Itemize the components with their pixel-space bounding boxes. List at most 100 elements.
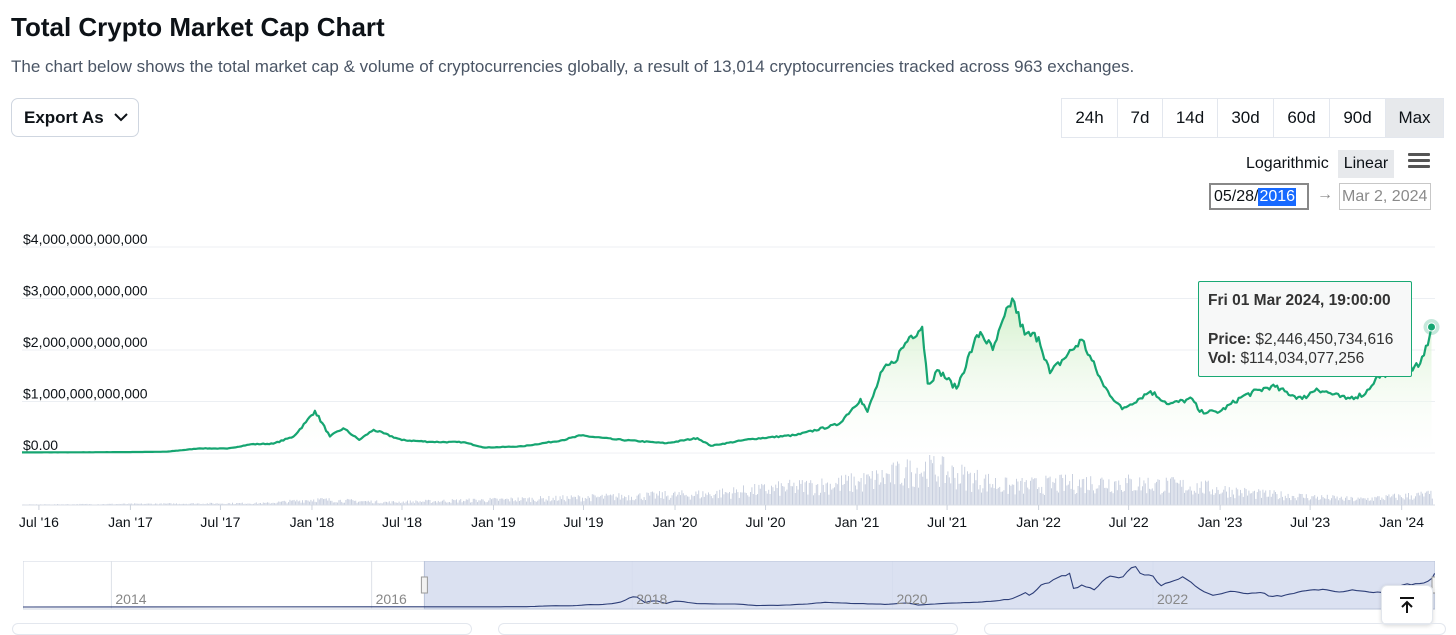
date-to-input[interactable]: Mar 2, 2024	[1339, 183, 1431, 210]
range-7d-button[interactable]: 7d	[1117, 99, 1162, 137]
volume-bar	[688, 497, 689, 505]
volume-bar	[1194, 491, 1195, 505]
volume-bar	[1229, 487, 1230, 505]
volume-bar	[548, 496, 549, 505]
range-60d-button[interactable]: 60d	[1273, 99, 1329, 137]
volume-bar	[494, 498, 495, 505]
volume-bar	[931, 460, 932, 505]
volume-bar	[1009, 485, 1010, 505]
export-as-button[interactable]: Export As	[11, 98, 139, 137]
volume-bar	[1380, 500, 1381, 505]
volume-bar	[824, 492, 825, 505]
volume-bar	[1394, 494, 1395, 505]
range-90d-button[interactable]: 90d	[1329, 99, 1385, 137]
volume-bar	[665, 491, 666, 505]
volume-bar	[1096, 489, 1097, 505]
volume-bar	[1219, 494, 1220, 505]
volume-bar	[569, 499, 570, 505]
scale-logarithmic-button[interactable]: Logarithmic	[1240, 150, 1335, 178]
volume-bar	[1059, 475, 1060, 505]
volume-bar	[1388, 494, 1389, 505]
tooltip-date: Fri 01 Mar 2024, 19:00:00	[1208, 292, 1402, 310]
volume-bar	[781, 483, 782, 505]
volume-bar	[476, 500, 477, 505]
scale-linear-button[interactable]: Linear	[1338, 150, 1394, 178]
navigator-selection[interactable]	[424, 561, 1435, 609]
volume-bar	[1393, 495, 1394, 506]
volume-bar	[735, 493, 736, 505]
volume-bar	[623, 498, 624, 505]
volume-bar	[803, 492, 804, 505]
volume-bar	[746, 493, 747, 505]
volume-bar	[1423, 497, 1424, 506]
range-30d-button[interactable]: 30d	[1217, 99, 1273, 137]
volume-bar	[1233, 495, 1234, 506]
volume-bar	[737, 492, 738, 505]
x-tick-label: Jan '23	[1198, 514, 1243, 530]
volume-bar	[532, 498, 533, 505]
volume-bar	[1237, 489, 1238, 505]
volume-bar	[1262, 490, 1263, 505]
volume-bar	[1386, 495, 1387, 505]
volume-bar	[625, 497, 626, 505]
volume-bar	[1419, 495, 1420, 505]
volume-bar	[1367, 498, 1368, 505]
hamburger-menu-icon[interactable]	[1408, 153, 1430, 171]
volume-bar	[894, 484, 895, 505]
volume-bar	[331, 501, 332, 505]
volume-bar	[1163, 492, 1164, 505]
volume-bar	[1013, 485, 1014, 505]
volume-bar	[1334, 496, 1335, 505]
volume-bar	[1362, 498, 1363, 505]
volume-bar	[694, 496, 695, 505]
volume-bar	[884, 484, 885, 505]
volume-bar	[1250, 494, 1251, 506]
volume-bar	[291, 501, 292, 505]
volume-bar	[1360, 497, 1361, 505]
volume-bar	[1369, 501, 1370, 505]
range-14d-button[interactable]: 14d	[1162, 99, 1217, 137]
volume-bar	[1223, 490, 1224, 505]
volume-bar	[1097, 488, 1098, 505]
scroll-to-top-button[interactable]	[1381, 585, 1433, 625]
volume-bar	[1199, 488, 1200, 505]
volume-bar	[637, 496, 638, 505]
navigator-left-handle[interactable]	[421, 577, 427, 593]
volume-bar	[1325, 499, 1326, 505]
volume-bar	[912, 487, 913, 506]
market-cap-chart[interactable]: $0.00$1,000,000,000,000$2,000,000,000,00…	[0, 220, 1456, 540]
volume-bar	[579, 496, 580, 505]
x-tick-label: Jul '20	[746, 514, 786, 530]
volume-bar	[515, 500, 516, 505]
volume-bar	[994, 488, 995, 505]
volume-bar	[1279, 498, 1280, 505]
volume-bar	[541, 498, 542, 505]
volume-bar	[366, 502, 367, 506]
volume-bar	[785, 491, 786, 505]
volume-bar	[1416, 493, 1417, 505]
volume-bar	[618, 493, 619, 505]
volume-bar	[1184, 493, 1185, 505]
bottom-cards	[0, 623, 1456, 629]
volume-bar	[743, 485, 744, 505]
volume-bar	[520, 500, 521, 505]
volume-bar	[568, 499, 569, 505]
volume-bar	[686, 495, 687, 505]
date-from-input[interactable]: 05/28/2016	[1209, 183, 1309, 210]
volume-bar	[704, 497, 705, 505]
volume-bar	[456, 499, 457, 505]
volume-bar	[492, 498, 493, 505]
volume-bar	[1192, 495, 1193, 506]
volume-bar	[924, 471, 925, 505]
volume-bar	[705, 494, 706, 506]
volume-bar	[1141, 490, 1142, 505]
volume-bar	[1169, 493, 1170, 505]
volume-bar	[1198, 494, 1199, 505]
volume-bar	[708, 492, 709, 505]
volume-bar	[1299, 494, 1300, 505]
volume-bar	[1251, 493, 1252, 505]
range-max-button[interactable]: Max	[1385, 99, 1443, 137]
volume-bar	[575, 497, 576, 505]
range-24h-button[interactable]: 24h	[1062, 99, 1117, 137]
